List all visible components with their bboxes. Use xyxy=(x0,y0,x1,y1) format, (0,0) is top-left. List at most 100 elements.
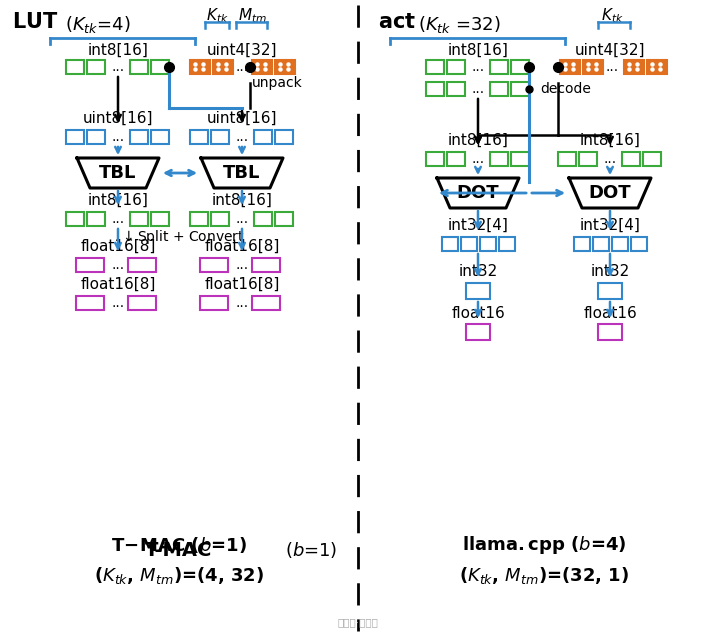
Text: uint4[32]: uint4[32] xyxy=(575,43,645,57)
Text: ...: ... xyxy=(471,82,485,96)
Bar xyxy=(560,60,580,74)
Bar xyxy=(275,212,293,226)
Text: $\mathit{K}_{tk}$: $\mathit{K}_{tk}$ xyxy=(205,6,228,25)
Text: float16[8]: float16[8] xyxy=(80,238,155,254)
Bar xyxy=(130,60,148,74)
Text: ...: ... xyxy=(112,60,125,74)
Bar xyxy=(130,212,148,226)
Text: ...: ... xyxy=(236,60,248,74)
Text: $\mathit{M}_{tm}$: $\mathit{M}_{tm}$ xyxy=(238,6,266,25)
Text: ...: ... xyxy=(112,258,125,272)
Bar xyxy=(583,60,603,74)
Text: TBL: TBL xyxy=(223,164,261,182)
Bar xyxy=(252,258,280,272)
Text: int8[16]: int8[16] xyxy=(87,43,148,57)
Text: float16: float16 xyxy=(583,305,637,321)
Bar xyxy=(275,60,295,74)
Bar xyxy=(598,324,622,340)
Bar xyxy=(211,212,229,226)
Text: decode: decode xyxy=(541,82,591,96)
Text: ...: ... xyxy=(236,212,248,226)
Bar xyxy=(128,296,156,310)
Bar xyxy=(511,82,529,96)
Text: ($\mathit{K}_{tk}$, $\mathit{M}_{tm}$)=(4, 32): ($\mathit{K}_{tk}$, $\mathit{M}_{tm}$)=(… xyxy=(94,565,264,586)
Bar xyxy=(200,296,228,310)
Text: $\mathit{K}_{tk}$: $\mathit{K}_{tk}$ xyxy=(601,6,624,25)
Text: float16[8]: float16[8] xyxy=(80,277,155,291)
Text: ...: ... xyxy=(604,152,616,166)
Bar xyxy=(151,130,169,144)
Bar xyxy=(442,237,458,251)
Bar xyxy=(511,152,529,166)
Text: float16: float16 xyxy=(451,305,505,321)
Text: int32[4]: int32[4] xyxy=(448,218,508,233)
Bar xyxy=(190,60,210,74)
Bar xyxy=(151,60,169,74)
Bar xyxy=(460,237,477,251)
Bar xyxy=(275,130,293,144)
Bar xyxy=(254,130,272,144)
Text: int8[16]: int8[16] xyxy=(448,132,508,148)
Text: int32: int32 xyxy=(458,265,498,279)
Bar xyxy=(447,82,465,96)
Bar xyxy=(498,237,515,251)
Bar xyxy=(593,237,609,251)
Bar xyxy=(598,283,622,299)
Text: $\bf{T\!-\!MAC}$ ($\mathit{b}$=1): $\bf{T\!-\!MAC}$ ($\mathit{b}$=1) xyxy=(111,535,247,555)
Bar xyxy=(624,60,644,74)
Text: uint8[16]: uint8[16] xyxy=(83,111,153,125)
Bar xyxy=(128,258,156,272)
Text: ...: ... xyxy=(112,296,125,310)
Bar xyxy=(490,60,508,74)
Text: int8[16]: int8[16] xyxy=(211,193,272,207)
Bar xyxy=(76,258,104,272)
Text: ...: ... xyxy=(236,130,248,144)
Text: ($\mathit{K}_{tk}$ =32): ($\mathit{K}_{tk}$ =32) xyxy=(418,14,500,35)
Text: $\downarrow$Split + Convert: $\downarrow$Split + Convert xyxy=(120,228,245,246)
Text: uint8[16]: uint8[16] xyxy=(207,111,277,125)
Bar xyxy=(200,258,228,272)
Bar xyxy=(647,60,667,74)
Bar xyxy=(87,212,105,226)
Bar xyxy=(447,60,465,74)
Bar xyxy=(611,237,627,251)
Bar xyxy=(643,152,661,166)
Bar xyxy=(252,296,280,310)
Text: $\bf{LUT}$: $\bf{LUT}$ xyxy=(12,12,59,32)
Text: int32: int32 xyxy=(591,265,629,279)
Text: ...: ... xyxy=(112,130,125,144)
Text: ...: ... xyxy=(236,258,248,272)
Text: $\bf{llama.cpp}$ ($\mathit{b}$=4): $\bf{llama.cpp}$ ($\mathit{b}$=4) xyxy=(462,534,626,556)
Bar xyxy=(87,130,105,144)
Bar xyxy=(558,152,576,166)
Bar xyxy=(426,82,444,96)
Bar xyxy=(574,237,589,251)
Text: ...: ... xyxy=(606,60,619,74)
Bar xyxy=(631,237,647,251)
Bar xyxy=(466,324,490,340)
Bar xyxy=(66,212,84,226)
Text: unpack: unpack xyxy=(252,76,303,90)
Text: ($\mathit{b}$=1): ($\mathit{b}$=1) xyxy=(285,540,337,560)
Bar xyxy=(190,130,208,144)
Text: ...: ... xyxy=(471,152,485,166)
Text: ...: ... xyxy=(112,212,125,226)
Bar xyxy=(211,130,229,144)
Bar xyxy=(466,283,490,299)
Bar xyxy=(76,296,104,310)
Bar xyxy=(490,152,508,166)
Text: float16[8]: float16[8] xyxy=(204,238,280,254)
Text: ...: ... xyxy=(471,60,485,74)
Bar xyxy=(151,212,169,226)
Bar xyxy=(213,60,233,74)
Text: int8[16]: int8[16] xyxy=(579,132,640,148)
Text: TBL: TBL xyxy=(100,164,137,182)
Text: DOT: DOT xyxy=(457,184,499,202)
Text: ($\mathit{K}_{tk}$, $\mathit{M}_{tm}$)=(32, 1): ($\mathit{K}_{tk}$, $\mathit{M}_{tm}$)=(… xyxy=(459,565,629,586)
Bar xyxy=(190,212,208,226)
Text: DOT: DOT xyxy=(589,184,632,202)
Bar xyxy=(254,212,272,226)
Text: $\bf{act}$: $\bf{act}$ xyxy=(378,12,416,32)
Text: ($\mathit{K}_{tk}$=4): ($\mathit{K}_{tk}$=4) xyxy=(65,14,130,35)
Text: 公众号·量子位: 公众号·量子位 xyxy=(337,617,379,627)
